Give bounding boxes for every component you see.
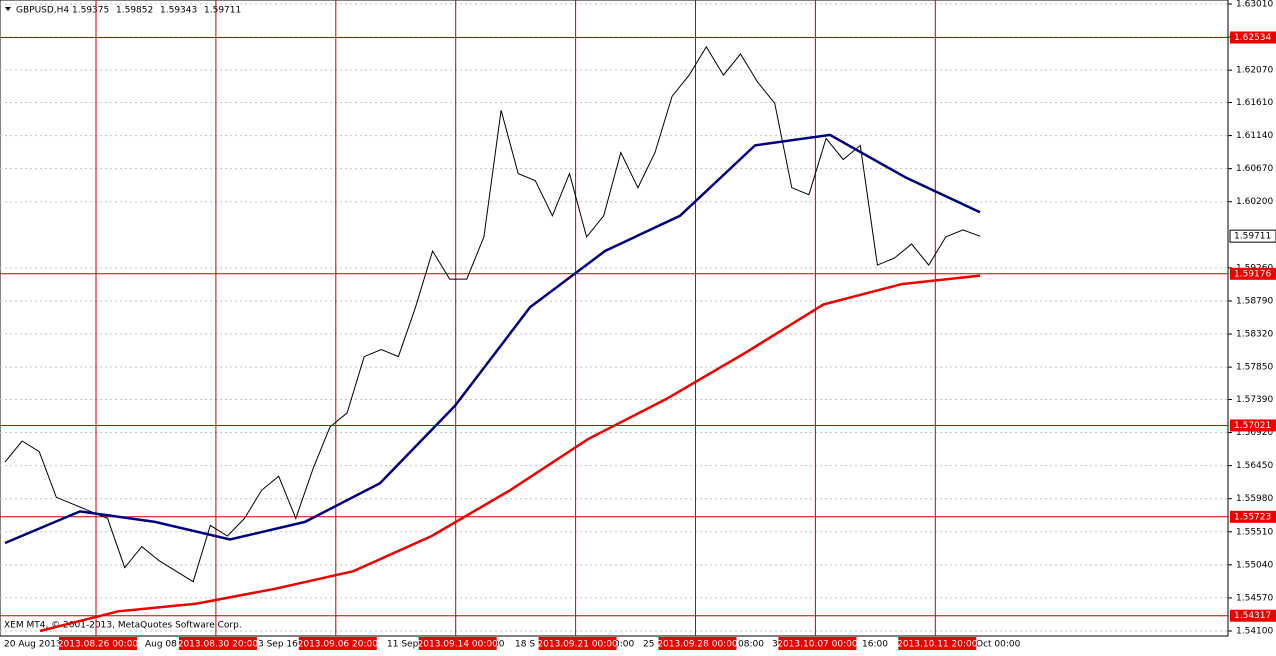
series-line — [4, 133, 981, 545]
y-tick-label: 1.56450 — [1236, 461, 1273, 471]
x-tick-label: 25 — [643, 640, 654, 650]
current-price-bg — [1229, 229, 1276, 243]
y-tick-label: 1.55980 — [1236, 494, 1273, 504]
y-tick-label: 1.54570 — [1236, 593, 1273, 603]
y-tick-label: 1.55040 — [1236, 560, 1273, 570]
y-tick-label: 1.57850 — [1236, 363, 1273, 373]
x-tick-label: 18 S — [515, 640, 535, 650]
price-label-bg — [1230, 267, 1276, 280]
price-label-bg — [1230, 510, 1276, 523]
price-label-bg — [1230, 609, 1276, 622]
x-tick-label: 11 Sep — [387, 640, 419, 650]
x-tick-label: 08:00 — [738, 640, 764, 650]
x-tick-label: Aug 08 — [145, 640, 177, 650]
price-label-bg — [1230, 419, 1276, 432]
date-label-bg — [298, 637, 377, 650]
menu-arrow — [5, 7, 11, 11]
price-label-bg — [1230, 31, 1276, 44]
x-tick-label: 3 — [772, 640, 778, 650]
ohlc-value: 1.59711 — [204, 6, 241, 16]
x-tick-label: 0:00 — [614, 640, 634, 650]
y-tick-label: 1.58790 — [1236, 296, 1273, 306]
x-tick-label: 3 Sep 16 — [258, 640, 298, 650]
date-label: 2013.08.26 00:00 — [58, 640, 139, 650]
y-tick-label: 1.57390 — [1236, 395, 1273, 405]
ohlc-value: 1.59343 — [160, 6, 197, 16]
x-tick-label: 16:00 — [862, 640, 888, 650]
symbol: GBPUSD,H4 — [16, 6, 69, 16]
ohlc-value: 1.59375 — [72, 6, 109, 16]
y-tick-label: 1.61140 — [1236, 131, 1273, 141]
date-label: 2013.10.07 00:00 — [777, 640, 858, 650]
price-label: 1.57021 — [1234, 421, 1271, 431]
price-label: 1.54317 — [1234, 611, 1271, 621]
x-tick-label: Oct 00:00 — [976, 640, 1021, 650]
y-tick-label: 1.63010 — [1236, 0, 1273, 10]
date-label: 2013.08.30 20:00 — [178, 640, 259, 650]
series-line — [39, 274, 981, 633]
y-tick-label: 1.62070 — [1236, 66, 1273, 76]
date-label: 2013.09.14 00:00 — [418, 640, 499, 650]
date-label: 2013.09.28 00:00 — [657, 640, 738, 650]
ohlc-value: 1.59852 — [116, 6, 153, 16]
y-tick-label: 1.60670 — [1236, 164, 1273, 174]
y-tick-label: 1.58320 — [1236, 330, 1273, 340]
x-tick-label: 20 Aug 2013 — [4, 640, 62, 650]
date-label-bg — [658, 637, 737, 650]
plot-frame — [0, 0, 1229, 637]
date-label-bg — [59, 637, 137, 650]
x-tick-label: 00 — [493, 640, 505, 650]
y-tick-label: 1.61610 — [1236, 98, 1273, 108]
series-line — [4, 45, 981, 583]
y-tick-label: 1.60200 — [1236, 197, 1273, 207]
price-label: 1.55723 — [1234, 512, 1271, 522]
date-label: 2013.09.06 20:00 — [298, 640, 379, 650]
date-label-bg — [898, 637, 977, 650]
y-tick-label: 1.54100 — [1236, 627, 1273, 637]
y-tick-label: 1.55510 — [1236, 527, 1273, 537]
price-label: 1.59176 — [1234, 269, 1271, 279]
date-label-bg — [418, 637, 497, 650]
date-label-bg — [538, 637, 617, 650]
y-tick-label: 1.56920 — [1236, 428, 1273, 438]
footer: XEM MT4, © 2001-2013, MetaQuotes Softwar… — [4, 621, 242, 631]
current-price: 1.59711 — [1234, 232, 1271, 242]
date-label-bg — [778, 637, 857, 650]
date-label: 2013.10.11 20:00 — [897, 640, 978, 650]
price-label: 1.62534 — [1234, 33, 1271, 43]
date-label-bg — [178, 637, 257, 650]
date-label: 2013.09.21 00:00 — [537, 640, 618, 650]
